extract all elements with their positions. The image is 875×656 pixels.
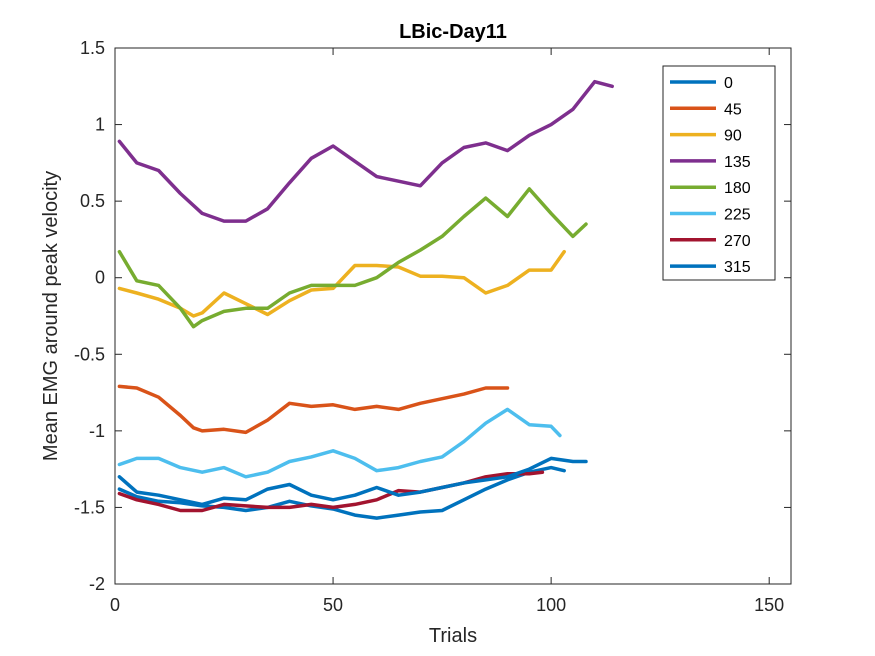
y-tick-label: 0 xyxy=(95,268,105,288)
y-tick-label: -1 xyxy=(89,421,105,441)
y-tick-label: -2 xyxy=(89,574,105,594)
legend-label-135: 135 xyxy=(724,154,751,171)
legend-label-0: 0 xyxy=(724,75,733,92)
y-axis-label: Mean EMG around peak velocity xyxy=(40,171,62,461)
x-tick-label: 0 xyxy=(110,595,120,615)
legend-label-315: 315 xyxy=(724,259,751,276)
x-tick-label: 100 xyxy=(536,595,566,615)
y-tick-label: -0.5 xyxy=(74,344,105,364)
series-line-90 xyxy=(117,249,566,318)
series-line-45 xyxy=(117,384,510,435)
legend: 0 45 90 135 180 225 270 315 xyxy=(662,65,776,281)
legend-label-225: 225 xyxy=(724,207,751,224)
legend-label-90: 90 xyxy=(724,128,742,145)
y-tick-label: 1.5 xyxy=(80,38,105,58)
series-lines xyxy=(117,79,614,520)
series-line-135 xyxy=(117,79,614,223)
x-axis-label: Trials xyxy=(429,625,477,647)
legend-label-180: 180 xyxy=(724,180,751,197)
legend-label-45: 45 xyxy=(724,101,742,118)
x-tick-label: 50 xyxy=(323,595,343,615)
y-tick-label: -1.5 xyxy=(74,497,105,517)
series-line-225 xyxy=(117,407,562,479)
legend-box xyxy=(662,65,776,281)
x-ticks: 0 50 100 150 xyxy=(110,48,784,615)
y-ticks: -2 -1.5 -1 -0.5 0 0.5 1 1.5 xyxy=(74,38,791,594)
series-line-180 xyxy=(117,187,588,329)
x-tick-label: 150 xyxy=(754,595,784,615)
y-tick-label: 0.5 xyxy=(80,191,105,211)
series-line-270 xyxy=(117,470,545,513)
series-line-0 xyxy=(117,465,566,520)
series-line-315 xyxy=(117,456,588,507)
legend-label-270: 270 xyxy=(724,233,751,250)
chart-title: LBic-Day11 xyxy=(399,21,507,43)
y-tick-label: 1 xyxy=(95,115,105,135)
